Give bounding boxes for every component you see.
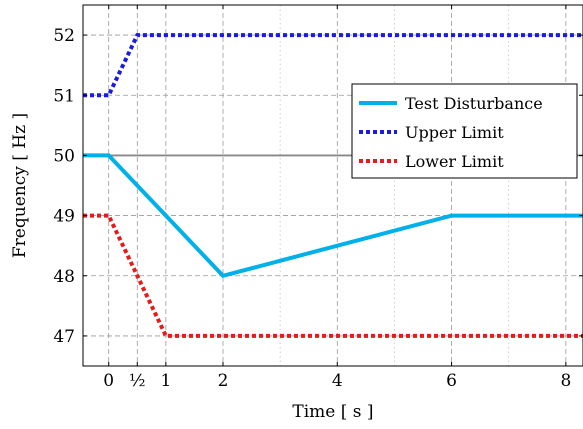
series-line-lower-limit [83, 213, 583, 338]
x-axis-label: Time [ s ] [292, 402, 373, 422]
y-tick-label: 51 [53, 86, 75, 106]
axis-ticks: 0 ½ 1 2 4 6 8 47 48 49 50 51 52 [53, 5, 583, 391]
x-tick-label: 6 [446, 371, 457, 391]
y-axis-label: Frequency [ Hz ] [10, 113, 30, 258]
x-tick-label: 4 [332, 371, 343, 391]
y-tick-label: 49 [53, 207, 75, 227]
series-line-test-disturbance [83, 153, 583, 279]
series-line-upper-limit [83, 33, 583, 98]
x-tick-label: 1 [160, 371, 171, 391]
y-tick-label: 52 [53, 26, 75, 46]
x-tick-label: 8 [560, 371, 571, 391]
series-lines [83, 33, 583, 338]
legend-label: Test Disturbance [405, 94, 543, 113]
y-tick-label: 48 [53, 267, 75, 287]
x-tick-label: 2 [218, 371, 229, 391]
plot-frame [82, 4, 583, 367]
grid [83, 5, 583, 366]
x-tick-label: ½ [129, 371, 145, 391]
y-tick-label: 47 [53, 327, 75, 347]
legend-label: Lower Limit [405, 152, 504, 171]
y-tick-label: 50 [53, 146, 75, 166]
legend: Test Disturbance Upper Limit Lower Limit [351, 83, 578, 179]
legend-label: Upper Limit [405, 123, 504, 142]
x-tick-label: 0 [103, 371, 114, 391]
